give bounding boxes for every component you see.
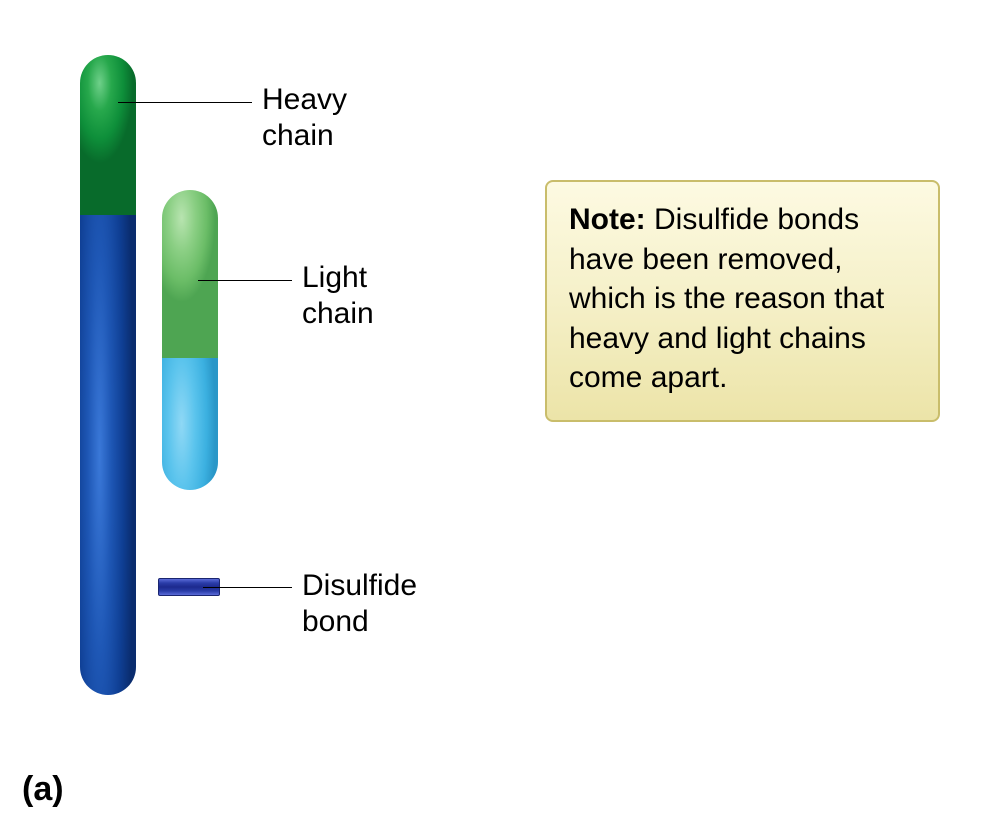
label-text: Disulfide [302, 568, 417, 604]
disulfide-bond-label: Disulfide bond [302, 568, 417, 640]
label-text: Light [302, 260, 374, 296]
panel-label: (a) [22, 770, 64, 809]
light-chain [162, 190, 218, 490]
heavy-chain-label: Heavy chain [262, 82, 347, 154]
light-chain-label: Light chain [302, 260, 374, 332]
note-prefix: Note: [569, 203, 646, 236]
lead-line-light [198, 280, 292, 281]
lead-line-heavy [118, 102, 252, 103]
label-text: chain [262, 118, 347, 154]
label-text: Heavy [262, 82, 347, 118]
heavy-chain [80, 55, 136, 695]
note-box: Note: Disulfide bonds have been removed,… [545, 180, 940, 422]
label-text: chain [302, 296, 374, 332]
heavy-chain-constant-region [80, 215, 136, 695]
light-chain-constant-region [162, 358, 218, 490]
heavy-chain-variable-region [80, 55, 136, 215]
lead-line-disulfide [203, 587, 292, 588]
label-text: bond [302, 604, 417, 640]
light-chain-variable-region [162, 190, 218, 358]
diagram-canvas: Heavy chain Light chain Disulfide bond N… [0, 0, 982, 825]
